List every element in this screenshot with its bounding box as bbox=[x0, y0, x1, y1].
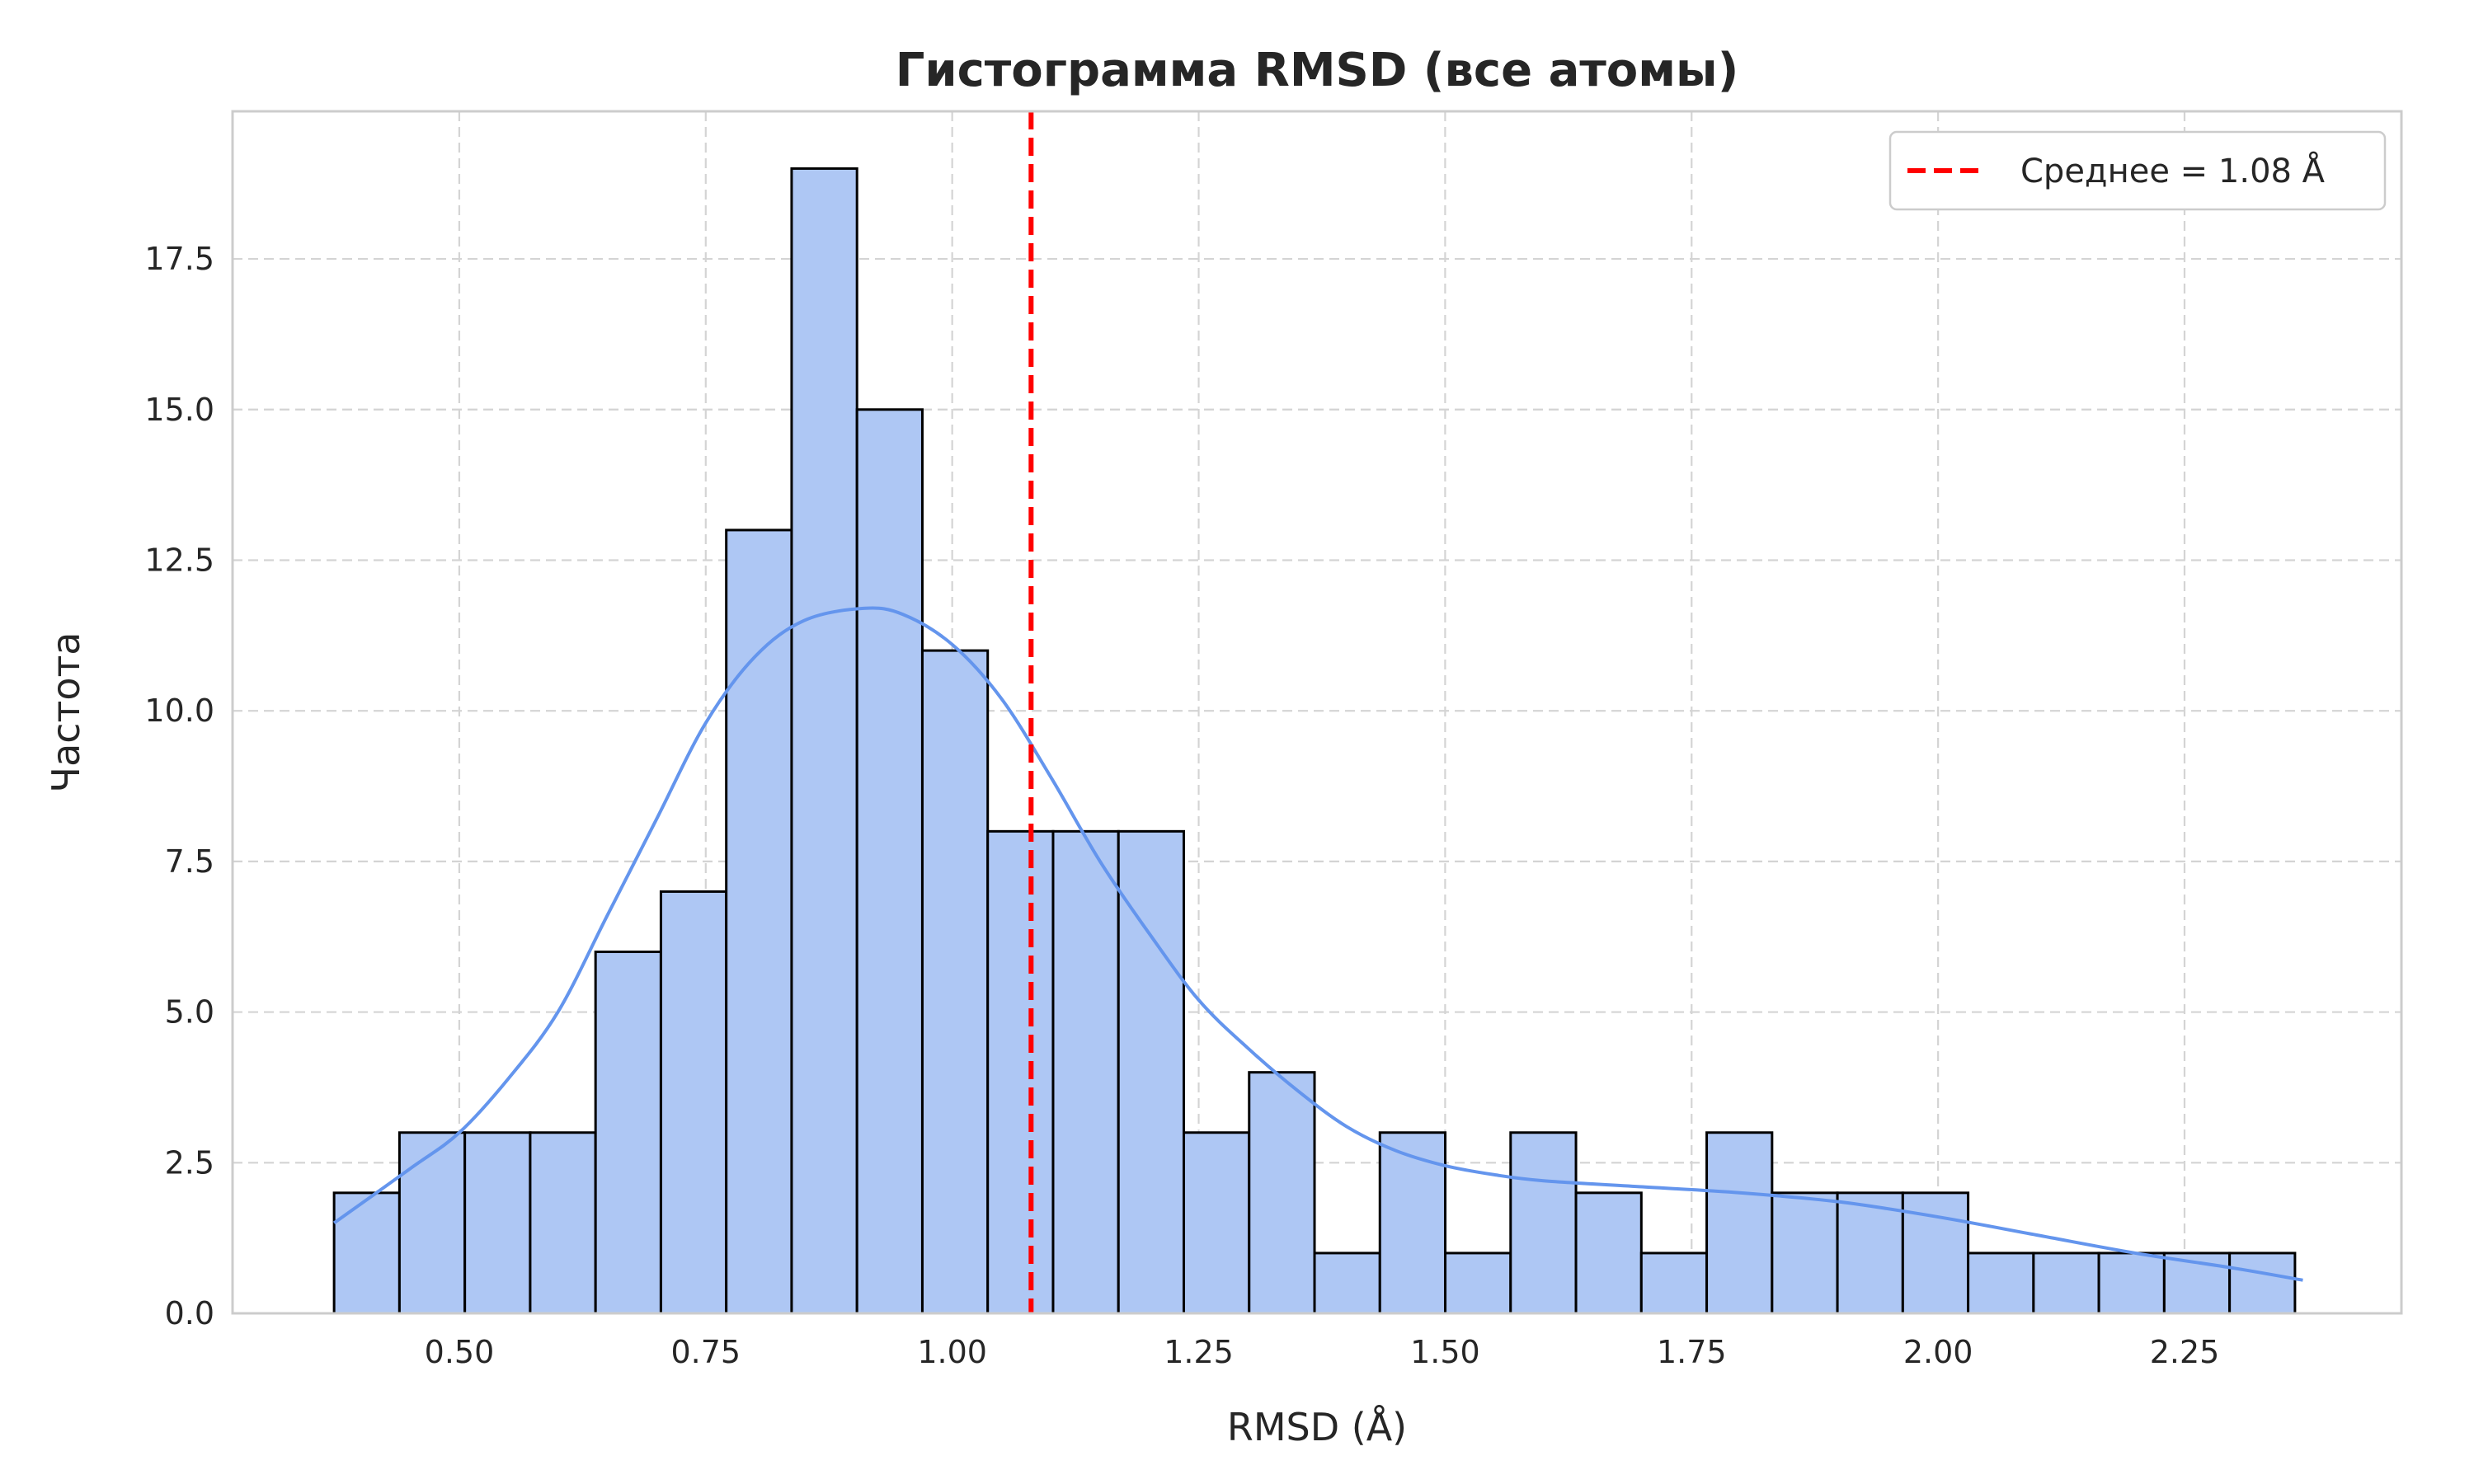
y-tick-label-7: 17.5 bbox=[144, 241, 214, 277]
x-axis-label: RMSD (Å) bbox=[1227, 1405, 1407, 1449]
histogram-bar-1 bbox=[397, 1131, 467, 1315]
histogram-bar-0 bbox=[332, 1191, 401, 1315]
histogram-bar-23 bbox=[1836, 1191, 1904, 1315]
plot-frame bbox=[231, 110, 2403, 1315]
y-tick-label-2: 5.0 bbox=[165, 994, 214, 1031]
y-tick-label-6: 15.0 bbox=[144, 392, 214, 428]
histogram-bar-26 bbox=[2032, 1252, 2100, 1315]
y-tick-label-0: 0.0 bbox=[165, 1295, 214, 1331]
x-tick-label-3: 1.25 bbox=[1164, 1334, 1234, 1370]
histogram-bar-29 bbox=[2228, 1252, 2297, 1315]
chart-title: Гистограмма RMSD (все атомы) bbox=[896, 44, 1739, 97]
x-tick-label-4: 1.50 bbox=[1410, 1334, 1480, 1370]
histogram-bar-13 bbox=[1182, 1131, 1251, 1315]
histogram-bar-18 bbox=[1509, 1131, 1578, 1315]
y-axis-ticks: 0.0 2.5 5.0 7.5 10.0 12.5 15.0 17.5 bbox=[144, 241, 214, 1331]
histogram-bars bbox=[332, 167, 2297, 1315]
kde-curve bbox=[332, 606, 2303, 1282]
histogram-bar-9 bbox=[920, 649, 990, 1315]
x-tick-label-0: 0.50 bbox=[425, 1334, 495, 1370]
histogram-bar-27 bbox=[2097, 1252, 2166, 1315]
x-tick-label-2: 1.00 bbox=[917, 1334, 987, 1370]
legend-label-mean: Среднее = 1.08 Å bbox=[2020, 151, 2326, 190]
legend-box bbox=[1888, 130, 2387, 211]
y-tick-label-3: 7.5 bbox=[165, 843, 214, 880]
x-tick-label-7: 2.25 bbox=[2150, 1334, 2220, 1370]
grid bbox=[233, 111, 2401, 1315]
histogram-bar-8 bbox=[855, 408, 924, 1315]
histogram-bar-24 bbox=[1901, 1191, 1970, 1315]
histogram-bar-5 bbox=[659, 890, 728, 1315]
x-axis-ticks: 0.50 0.75 1.00 1.25 1.50 1.75 2.00 2.25 bbox=[425, 1334, 2220, 1370]
y-axis-label: Частота bbox=[44, 632, 88, 793]
histogram-bar-3 bbox=[529, 1131, 597, 1315]
histogram-bar-11 bbox=[1051, 829, 1120, 1315]
histogram-bar-21 bbox=[1705, 1131, 1774, 1315]
histogram-bar-12 bbox=[1117, 829, 1185, 1315]
histogram-bar-10 bbox=[986, 829, 1055, 1315]
x-tick-label-5: 1.75 bbox=[1657, 1334, 1727, 1370]
histogram-bar-7 bbox=[790, 167, 858, 1315]
legend: Среднее = 1.08 Å bbox=[1888, 130, 2387, 211]
histogram-bar-15 bbox=[1313, 1252, 1381, 1315]
x-tick-label-6: 2.00 bbox=[1903, 1334, 1973, 1370]
histogram-bar-17 bbox=[1444, 1252, 1512, 1315]
histogram-bar-20 bbox=[1639, 1252, 1709, 1315]
histogram-bar-25 bbox=[1967, 1252, 2035, 1315]
histogram-bar-6 bbox=[725, 528, 793, 1315]
y-tick-label-4: 10.0 bbox=[144, 693, 214, 729]
y-tick-label-5: 12.5 bbox=[144, 542, 214, 578]
histogram-bar-4 bbox=[594, 951, 662, 1315]
histogram-bar-2 bbox=[463, 1131, 532, 1315]
histogram-bar-19 bbox=[1574, 1191, 1643, 1315]
x-tick-label-1: 0.75 bbox=[671, 1334, 741, 1370]
histogram-bar-14 bbox=[1248, 1071, 1316, 1315]
y-tick-label-1: 2.5 bbox=[165, 1144, 214, 1181]
histogram-bar-22 bbox=[1771, 1191, 1839, 1315]
histogram-bar-16 bbox=[1378, 1131, 1447, 1315]
